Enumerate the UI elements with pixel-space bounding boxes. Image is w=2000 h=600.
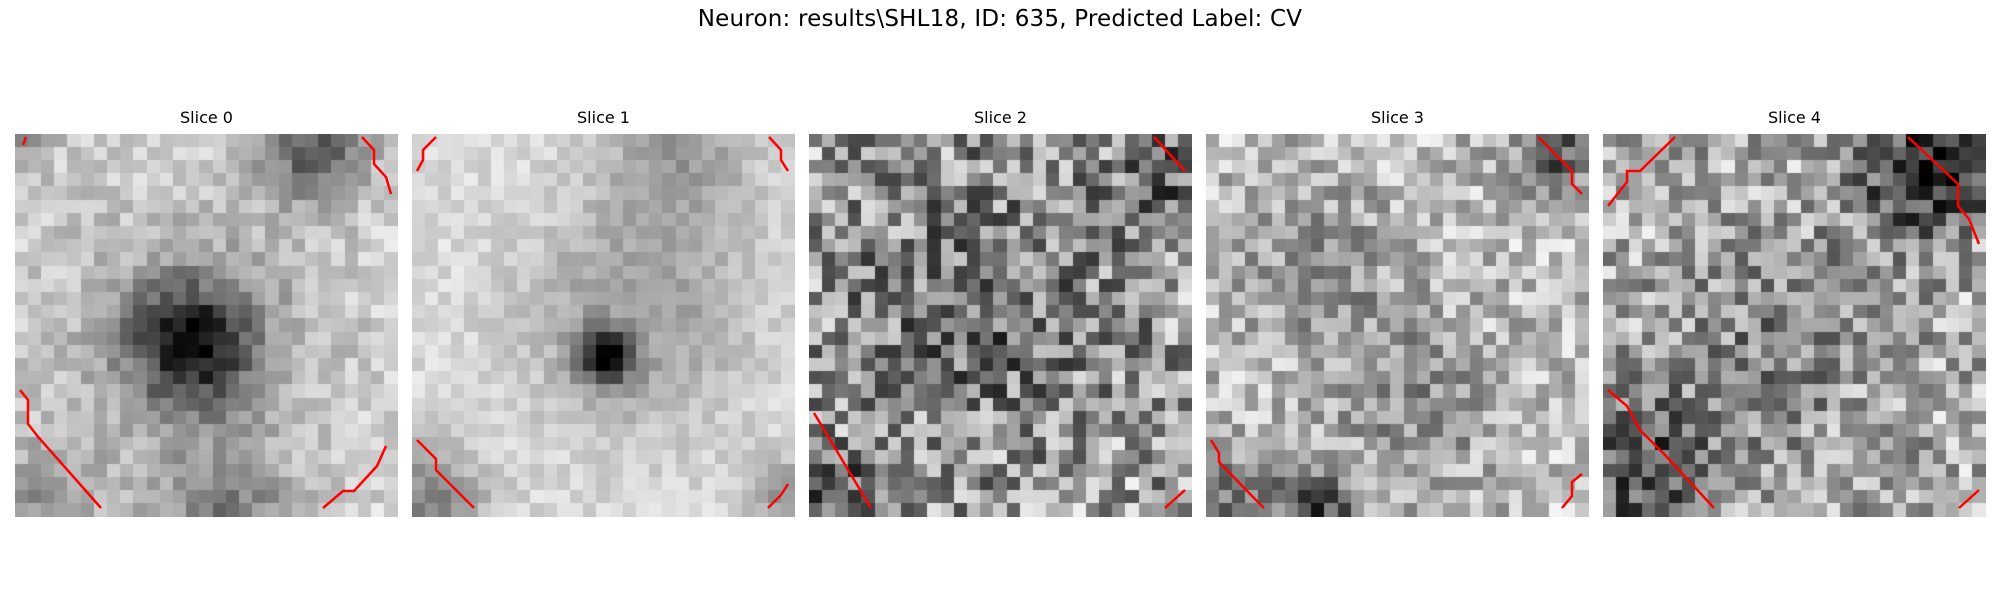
slice-title-1: Slice 1 [577, 108, 630, 127]
contour-overlay-3 [1209, 136, 1583, 509]
slice-panel-4: Slice 4 [1603, 107, 1986, 517]
slice-image-3 [1206, 134, 1589, 517]
contour-line [1607, 389, 1715, 509]
contour-line [361, 136, 393, 195]
slice-image-0 [15, 134, 398, 517]
figure-title: Neuron: results\SHL18, ID: 635, Predicte… [697, 6, 1303, 32]
contour-overlay-1 [415, 136, 790, 509]
slice-title-4: Slice 4 [1768, 108, 1821, 127]
slice-panel-0: Slice 0 [15, 107, 398, 517]
contour-overlay-0 [19, 136, 393, 509]
slice-image-2 [809, 134, 1192, 517]
slice-panel-2: Slice 2 [809, 107, 1192, 517]
contour-line [812, 412, 873, 509]
slice-title-0: Slice 0 [180, 108, 233, 127]
contour-line [1153, 136, 1186, 172]
contour-line [21, 136, 28, 146]
contour-line [1164, 489, 1186, 509]
contour-line [1561, 473, 1583, 509]
contour-overlay-2 [812, 136, 1186, 509]
contour-line [1607, 136, 1676, 207]
slice-panel-1: Slice 1 [412, 107, 795, 517]
contour-line [1907, 136, 1981, 245]
slice-image-1 [412, 134, 795, 517]
slice-panel-3: Slice 3 [1206, 107, 1589, 517]
contour-line [19, 389, 102, 509]
contour-line [1958, 489, 1980, 509]
contour-line [767, 483, 790, 509]
contour-line [322, 445, 388, 509]
contour-line [415, 136, 437, 172]
contour-overlay-4 [1607, 136, 1981, 509]
slice-title-2: Slice 2 [974, 108, 1027, 127]
contour-line [768, 136, 790, 172]
slice-title-3: Slice 3 [1371, 108, 1424, 127]
contour-line [1209, 439, 1265, 509]
contour-line [416, 439, 475, 509]
slice-image-4 [1603, 134, 1986, 517]
contour-line [1537, 136, 1583, 195]
